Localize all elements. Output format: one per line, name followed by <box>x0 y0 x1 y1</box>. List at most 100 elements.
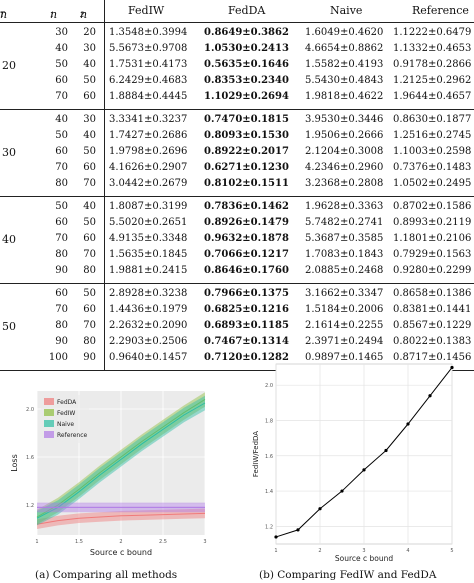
x-tick-label: 4 <box>406 548 409 554</box>
naive-cell: 1.5184±0.2006 <box>305 304 384 315</box>
fedda-cell: 0.8102±0.1511 <box>204 178 289 189</box>
y-axis-label: FedIW/FedDA <box>252 431 260 477</box>
n2-cell: 30 <box>83 43 96 54</box>
legend-swatch <box>44 431 54 438</box>
fedda-cell: 0.7836±0.1462 <box>204 201 289 212</box>
reference-cell: 0.9178±0.2866 <box>393 59 472 70</box>
y-tick-label: 1.2 <box>265 524 273 530</box>
legend-swatch <box>44 409 54 416</box>
n1-cell: 80 <box>55 178 68 189</box>
n2-cell: 60 <box>83 91 96 102</box>
legend-label: Reference <box>57 432 88 439</box>
fedda-cell: 0.7467±0.1314 <box>204 336 289 347</box>
y-tick-label: 1.8 <box>265 418 273 424</box>
fediw-cell: 4.1626±0.2907 <box>109 162 188 173</box>
n2-cell: 60 <box>83 233 96 244</box>
n2-cell: 70 <box>83 249 96 260</box>
n2-cell: 50 <box>83 217 96 228</box>
reference-cell: 1.1332±0.4653 <box>393 43 472 54</box>
fediw-cell: 3.0442±0.2679 <box>109 178 188 189</box>
table-row: 70 60 4.1626±0.2907 0.6271±0.1230 4.2346±0.2… <box>0 161 474 177</box>
table-row: 40 30 5.5673±0.9708 1.0530±0.2413 4.6654±0.8… <box>0 42 474 58</box>
fedda-cell: 1.0530±0.2413 <box>204 43 289 54</box>
fedda-cell: 0.7470±0.1815 <box>204 114 289 125</box>
table-block: 30 40 30 3.3341±0.3237 0.7470±0.1815 3.9530±0… <box>0 110 474 197</box>
legend-swatch <box>44 420 54 427</box>
reference-cell: 0.7929±0.1563 <box>393 249 472 260</box>
fediw-cell: 5.5020±0.2651 <box>109 217 188 228</box>
reference-cell: 0.8567±0.1229 <box>393 320 472 331</box>
fedda-cell: 0.7120±0.1282 <box>204 352 289 363</box>
x-tick-label: 3 <box>203 539 206 545</box>
reference-cell: 0.9280±0.2299 <box>393 265 472 276</box>
table-row: 60 50 5.5020±0.2651 0.8926±0.1479 5.7482±0.2… <box>0 216 474 232</box>
reference-cell: 1.2516±0.2745 <box>393 130 472 141</box>
table-row: 50 40 1.7531±0.4173 0.5635±0.1646 1.5582±0.4… <box>0 58 474 74</box>
n2-cell: 60 <box>83 162 96 173</box>
fedda-cell: 0.7066±0.1217 <box>204 249 289 260</box>
table-row: 90 80 2.2903±0.2506 0.7467±0.1314 2.3971±0.2… <box>0 335 474 351</box>
table-row: 30 20 1.3548±0.3994 0.8649±0.3862 1.6049±0.4… <box>0 26 474 42</box>
series-band <box>37 508 205 529</box>
legend-label: FedIW <box>57 410 75 417</box>
fedda-cell: 0.8353±0.2340 <box>204 75 289 86</box>
n1-cell: 80 <box>55 320 68 331</box>
table-row: 60 50 6.2429±0.4683 0.8353±0.2340 5.5430±0.4… <box>0 74 474 90</box>
data-point <box>362 468 366 472</box>
table-row: 90 80 1.9881±0.2415 0.8646±0.1760 2.0885±0.2… <box>0 264 474 280</box>
x-tick-label: 1 <box>35 539 38 545</box>
fediw-cell: 0.9640±0.1457 <box>109 352 188 363</box>
n2-cell: 30 <box>83 114 96 125</box>
reference-cell: 1.1801±0.2106 <box>393 233 472 244</box>
fediw-cell: 1.5635±0.1845 <box>109 249 188 260</box>
reference-cell: 0.8993±0.2119 <box>393 217 472 228</box>
reference-cell: 0.8381±0.1441 <box>393 304 472 315</box>
reference-cell: 0.8630±0.1877 <box>393 114 472 125</box>
table-row: 100 90 0.9640±0.1457 0.7120±0.1282 0.9897±0.… <box>0 351 474 367</box>
reference-cell: 1.0502±0.2495 <box>393 178 472 189</box>
naive-cell: 1.5582±0.4193 <box>305 59 384 70</box>
n1-cell: 50 <box>55 130 68 141</box>
y-axis-label: Loss <box>10 454 19 472</box>
table-row: 70 60 1.4436±0.1979 0.6825±0.1216 1.5184±0.2… <box>0 303 474 319</box>
naive-cell: 0.9897±0.1465 <box>305 352 384 363</box>
figure-b: 1.2 1.4 1.6 1.8 2.0 1 2 3 4 5 Source c bound FedIW/… <box>248 358 466 563</box>
table-body: 20 30 20 1.3548±0.3994 0.8649±0.3862 1.6049±0… <box>0 23 474 371</box>
naive-cell: 5.3687±0.3585 <box>305 233 384 244</box>
n2-cell: 60 <box>83 304 96 315</box>
n2-cell: 80 <box>83 265 96 276</box>
y-tick-label: 1.4 <box>265 489 273 495</box>
table-block: 20 30 20 1.3548±0.3994 0.8649±0.3862 1.6049±0… <box>0 23 474 110</box>
naive-cell: 1.7083±0.1843 <box>305 249 384 260</box>
fedda-cell: 0.7966±0.1375 <box>204 288 289 299</box>
fedda-cell: 1.1029±0.2694 <box>204 91 289 102</box>
nt-value: 20 <box>2 59 16 72</box>
fediw-cell: 1.9798±0.2696 <box>109 146 188 157</box>
n1-cell: 60 <box>55 75 68 86</box>
naive-cell: 2.1614±0.2255 <box>305 320 384 331</box>
fediw-cell: 1.4436±0.1979 <box>109 304 188 315</box>
n1-cell: 90 <box>55 265 68 276</box>
table-row: 80 70 1.5635±0.1845 0.7066±0.1217 1.7083±0.1… <box>0 248 474 264</box>
n1-cell: 50 <box>55 201 68 212</box>
figure-a: 1.2 1.6 2.0 1 1.5 2 2.5 3 FedDA FedIW Naive Referen… <box>5 383 220 563</box>
n1-cell: 70 <box>55 304 68 315</box>
n2-cell: 80 <box>83 336 96 347</box>
reference-cell: 0.8022±0.1383 <box>393 336 472 347</box>
loss-chart: 1.2 1.6 2.0 1 1.5 2 2.5 3 FedDA FedIW Naive Referen… <box>10 391 207 557</box>
reference-cell: 1.1222±0.6479 <box>393 27 472 38</box>
fedda-cell: 0.6893±0.1185 <box>204 320 289 331</box>
n1-cell: 70 <box>55 162 68 173</box>
fediw-cell: 4.9135±0.3348 <box>109 233 188 244</box>
x-tick-label: 2.5 <box>159 539 167 545</box>
n1-cell: 40 <box>55 114 68 125</box>
n1-cell: 40 <box>55 43 68 54</box>
x-axis-label: Source c bound <box>90 548 152 557</box>
naive-cell: 3.9530±0.3446 <box>305 114 384 125</box>
column-divider <box>104 284 105 370</box>
table-block: 40 50 40 1.8087±0.3199 0.7836±0.1462 1.9628±0… <box>0 197 474 284</box>
caption-b: (b) Comparing FedIW and FedDA <box>259 569 437 581</box>
n1-cell: 70 <box>55 91 68 102</box>
